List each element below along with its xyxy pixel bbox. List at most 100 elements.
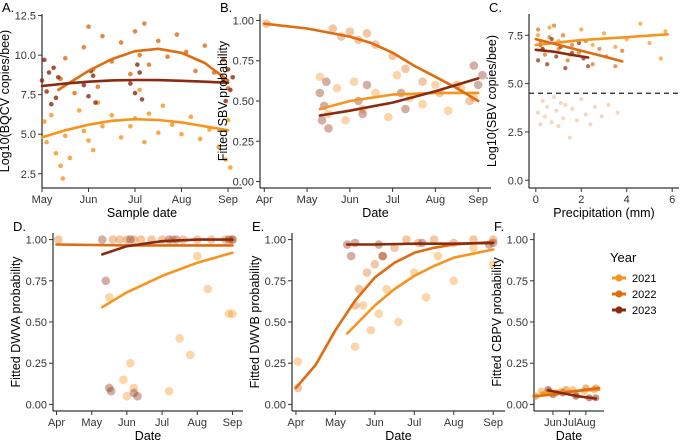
data-point-2021 — [53, 150, 59, 156]
data-point-2021 — [392, 70, 402, 80]
x-tick-label: Apr — [287, 417, 304, 429]
data-point-2023 — [106, 386, 116, 396]
data-point-2022 — [429, 235, 439, 244]
fitted-line-2021 — [40, 117, 230, 139]
x-tick-label: Aug — [187, 417, 207, 429]
data-point-2023 — [223, 98, 229, 104]
data-point-2022 — [72, 90, 77, 96]
data-point-2022 — [122, 235, 132, 244]
data-point-2021 — [216, 144, 222, 150]
data-point-2022 — [551, 23, 557, 28]
data-point-2021 — [488, 260, 498, 269]
fitted-line-2022 — [294, 240, 495, 390]
fitted-line-2023 — [40, 78, 230, 88]
faded-point — [592, 104, 598, 109]
data-point-2022 — [535, 27, 541, 32]
y-tick-label: 0.50 — [265, 317, 286, 329]
faded-point — [579, 96, 584, 102]
legend: Year 2021 2022 2023 — [610, 250, 656, 317]
y-tick-label: 7.5 — [508, 30, 523, 42]
data-point-2021 — [349, 77, 359, 86]
x-tick-label: Sep — [483, 417, 503, 429]
data-point-2021 — [109, 112, 115, 118]
faded-point — [574, 118, 579, 123]
panel-D: 0.00 0.25 0.50 0.75 1.00 Apr May Jun Jul Aug Sep Da… — [9, 219, 243, 443]
panel-label: C. — [489, 0, 502, 15]
data-point-2023 — [133, 391, 142, 401]
fitted-line-2021 — [101, 251, 234, 309]
data-point-2022 — [132, 29, 138, 34]
data-point-2023 — [132, 90, 138, 96]
data-point-2023 — [469, 61, 479, 70]
data-point-2023 — [324, 124, 333, 133]
data-point-2022 — [100, 33, 105, 39]
data-point-2021 — [104, 292, 114, 302]
data-point-2021 — [49, 112, 54, 118]
data-point-2021 — [418, 99, 427, 109]
x-tick-label: May — [81, 417, 102, 429]
faded-point — [554, 108, 559, 113]
data-point-2022 — [613, 64, 618, 69]
y-axis-label: Log10(BQCV copies/bee) — [0, 30, 12, 172]
x-axis-label: Sample date — [107, 206, 177, 220]
data-point-2023 — [137, 70, 142, 75]
data-point-2021 — [81, 128, 87, 134]
data-point-2021 — [58, 163, 63, 169]
data-point-2022 — [354, 284, 364, 294]
data-point-2022 — [62, 55, 68, 61]
data-point-2023 — [230, 74, 235, 80]
x-tick-label: Apr — [256, 194, 273, 206]
data-point-2022 — [542, 52, 548, 57]
data-point-2022 — [362, 29, 372, 38]
data-point-2022 — [370, 260, 380, 269]
y-tick-label: 0.50 — [26, 317, 47, 329]
panel-label: D. — [13, 219, 26, 234]
data-point-2022 — [590, 62, 595, 67]
data-point-2021 — [122, 391, 132, 401]
faded-point — [583, 112, 588, 117]
data-point-2023 — [126, 235, 135, 244]
x-tick-label: Jul — [386, 194, 400, 206]
faded-point — [563, 102, 568, 107]
fitted-line-2023 — [345, 241, 495, 246]
data-point-2023 — [97, 235, 107, 244]
data-point-2021 — [443, 106, 453, 115]
data-point-2022 — [565, 58, 570, 63]
faded-point — [549, 120, 554, 125]
fitted-line-2022 — [55, 243, 234, 247]
data-point-2022 — [137, 52, 142, 58]
x-tick-label: Aug — [426, 194, 446, 206]
y-tick-label: 0.75 — [233, 56, 254, 68]
y-tick-label: 0.00 — [507, 399, 528, 411]
data-point-2023 — [362, 80, 372, 90]
y-tick-label: 0.25 — [507, 358, 528, 370]
fitted-line-2023 — [546, 389, 598, 400]
legend-dot — [615, 306, 623, 314]
fitted-line-2022 — [263, 22, 480, 103]
y-tick-label: 5.0 — [508, 79, 523, 91]
fitted-line-2021 — [345, 248, 495, 335]
data-point-2023 — [55, 74, 61, 80]
data-point-2021 — [90, 147, 96, 153]
data-point-2022 — [115, 235, 125, 244]
data-point-2022 — [165, 54, 170, 60]
data-point-2021 — [155, 130, 161, 135]
x-tick-label: Jul — [407, 417, 421, 429]
data-point-2023 — [401, 104, 410, 114]
data-point-2021 — [67, 155, 73, 161]
data-point-2022 — [293, 383, 303, 393]
data-point-2023 — [473, 80, 483, 90]
panel-A: 2.5 5.0 7.5 10.0 12.5 May Jun Jul Aug Sep Sample d… — [0, 0, 242, 220]
data-point-2021 — [185, 350, 195, 360]
y-tick-label: 0.00 — [233, 177, 254, 189]
panel-C: 0.0 2.5 5.0 7.5 0 2 4 6 Precipitation (mm) Log10(… — [485, 0, 679, 220]
panel-E: 0.00 0.25 0.50 0.75 1.00 Apr May Jun Jul Aug Sep Da… — [248, 219, 505, 443]
faded-point — [599, 114, 604, 119]
data-point-2022 — [146, 62, 152, 67]
panel-label: E. — [252, 219, 264, 234]
y-tick-label: 5.0 — [21, 129, 36, 141]
data-point-2023 — [90, 73, 96, 78]
y-tick-label: 0.25 — [233, 136, 254, 148]
y-tick-label: 0.00 — [26, 399, 47, 411]
